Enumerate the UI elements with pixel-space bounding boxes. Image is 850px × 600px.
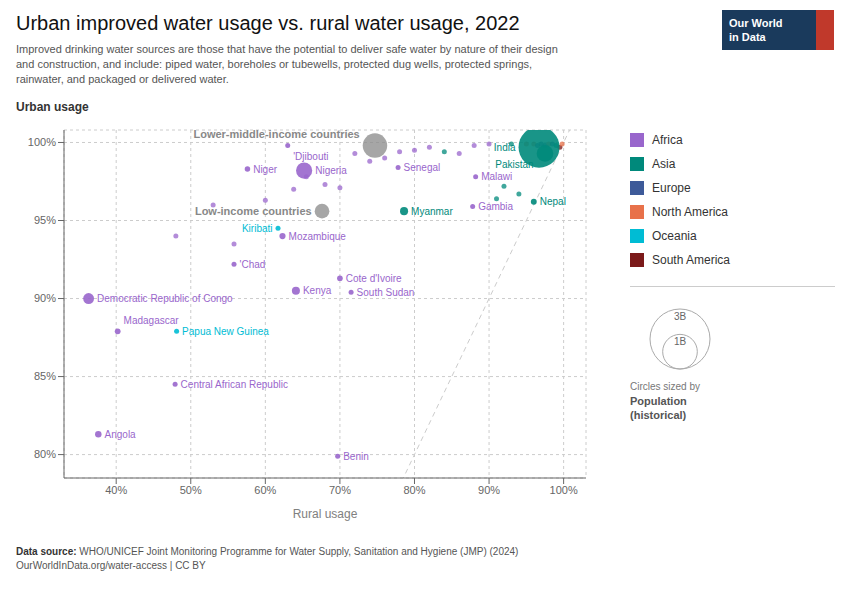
svg-text:India: India: [494, 142, 516, 153]
svg-text:100%: 100%: [550, 484, 578, 496]
svg-text:Malawi: Malawi: [481, 171, 512, 182]
svg-text:95%: 95%: [34, 214, 56, 226]
svg-text:Nigeria: Nigeria: [315, 165, 347, 176]
svg-text:Cote d'Ivoire: Cote d'Ivoire: [346, 273, 402, 284]
html-text:Oceania: Oceania: [652, 229, 697, 243]
svg-text:Kiribati: Kiribati: [242, 223, 273, 234]
html-text:in Data: in Data: [729, 31, 766, 43]
html-text:Circles sized by: Circles sized by: [630, 381, 700, 392]
svg-text:Senegal: Senegal: [404, 162, 441, 173]
html-text:Europe: Europe: [652, 181, 691, 195]
svg-text:Pakistan: Pakistan: [495, 159, 533, 170]
svg-text:Nepal: Nepal: [540, 196, 566, 207]
html-text:Data source: WHO/UNICEF Joint: Data source: WHO/UNICEF Joint Monitoring…: [16, 546, 519, 571]
svg-text:Niger: Niger: [253, 164, 278, 175]
svg-text:Gambia: Gambia: [478, 201, 513, 212]
html-text:Urban improved water usage vs.: Urban improved water usage vs. rural wat…: [16, 12, 520, 34]
svg-text:50%: 50%: [180, 484, 202, 496]
svg-text:Low-income countries: Low-income countries: [195, 205, 312, 217]
html-text:Our World: Our World: [729, 17, 783, 29]
svg-text:Lower-middle-income countries: Lower-middle-income countries: [193, 130, 359, 140]
svg-text:Kenya: Kenya: [303, 285, 332, 296]
html-text:Africa: Africa: [652, 133, 683, 147]
svg-text:Myanmar: Myanmar: [411, 206, 453, 217]
html-text:Asia: Asia: [652, 157, 676, 171]
svg-text:'Chad: 'Chad: [240, 259, 266, 270]
svg-text:Mozambique: Mozambique: [289, 231, 347, 242]
svg-text:Papua New Guinea: Papua New Guinea: [182, 326, 269, 337]
svg-text:60%: 60%: [254, 484, 276, 496]
svg-text:Rural usage: Rural usage: [293, 507, 358, 521]
svg-text:Angola: Angola: [105, 429, 137, 440]
svg-text:Central African Republic: Central African Republic: [181, 379, 288, 390]
svg-text:70%: 70%: [329, 484, 351, 496]
svg-text:1B: 1B: [674, 336, 687, 347]
svg-text:80%: 80%: [403, 484, 425, 496]
svg-text:90%: 90%: [34, 292, 56, 304]
html-text:South America: South America: [652, 253, 730, 267]
svg-text:3B: 3B: [674, 311, 687, 322]
svg-text:Madagascar: Madagascar: [124, 315, 180, 326]
svg-text:40%: 40%: [105, 484, 127, 496]
svg-text:80%: 80%: [34, 448, 56, 460]
svg-text:South Sudan: South Sudan: [357, 287, 415, 298]
svg-text:85%: 85%: [34, 370, 56, 382]
html-text:Urban usage: Urban usage: [16, 100, 89, 114]
html-text:North America: North America: [652, 205, 728, 219]
html-text:Population (historical): Population (historical): [630, 395, 687, 421]
svg-text:Benin: Benin: [343, 451, 369, 462]
html-text:Improved drinking water source: Improved drinking water sources are thos…: [16, 43, 558, 85]
svg-text:Democratic Republic of Congo: Democratic Republic of Congo: [97, 293, 233, 304]
svg-text:90%: 90%: [478, 484, 500, 496]
svg-text:'Djibouti: 'Djibouti: [293, 151, 328, 162]
svg-text:100%: 100%: [28, 136, 56, 148]
